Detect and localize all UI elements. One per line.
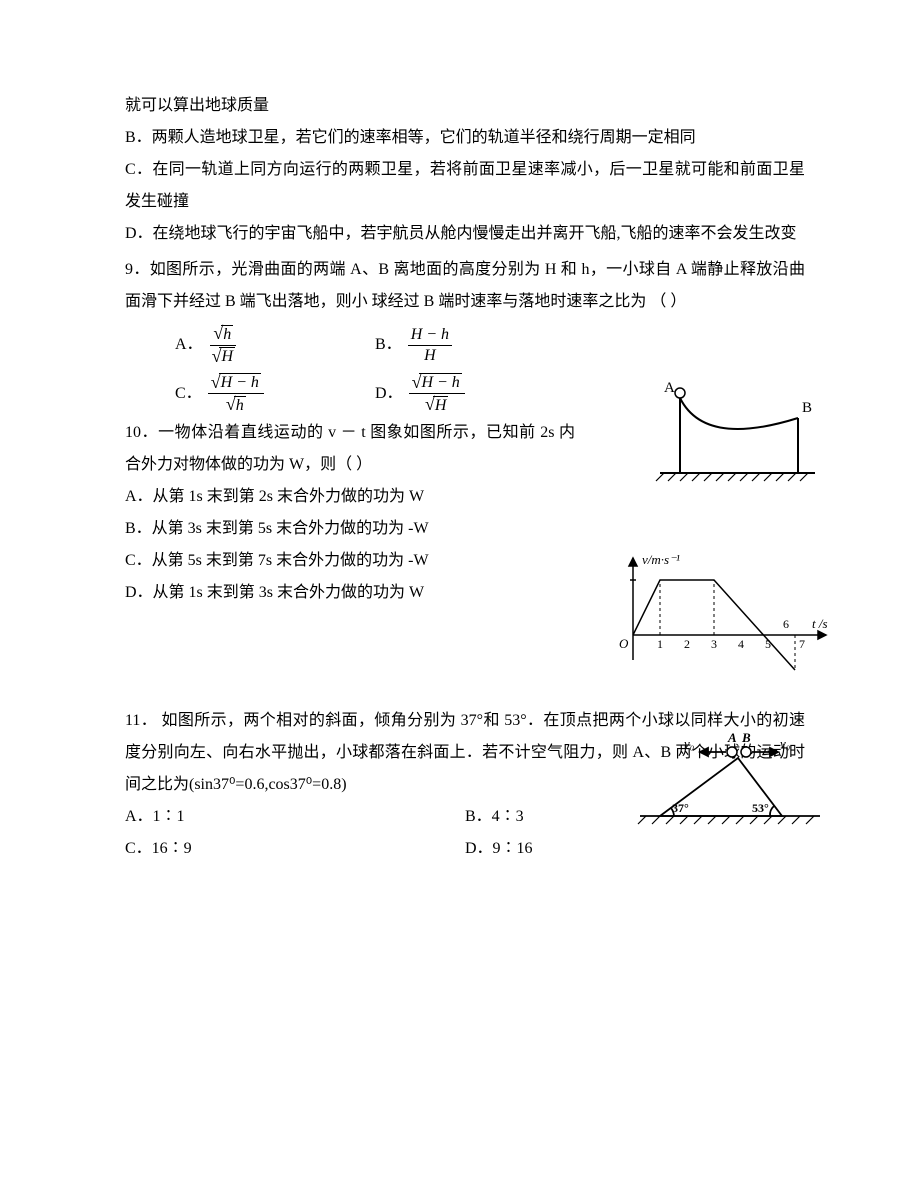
q9-frac-b: H − h H bbox=[408, 326, 452, 364]
q9-frac-c: √H − h √h bbox=[208, 373, 264, 416]
svg-text:B: B bbox=[741, 730, 751, 745]
q9-opt-a-label: A． bbox=[175, 329, 203, 361]
q9-option-b: B． H − h H bbox=[375, 324, 452, 367]
svg-text:53°: 53° bbox=[752, 801, 769, 815]
q8-option-b: B．两颗人造地球卫星，若它们的速率相等，它们的轨道半径和绕行周期一定相同 bbox=[125, 122, 805, 154]
svg-text:v/m·s⁻¹: v/m·s⁻¹ bbox=[642, 552, 680, 567]
q9-option-a: A． √h √H bbox=[175, 324, 375, 367]
svg-text:t /s: t /s bbox=[812, 616, 828, 631]
q9-frac-d: √H − h √H bbox=[409, 373, 465, 416]
q8-option-d: D．在绕地球飞行的宇宙飞船中，若宇航员从舱内慢慢走出并离开飞船,飞船的速率不会发… bbox=[125, 218, 805, 250]
svg-text:2: 2 bbox=[684, 637, 690, 651]
q9-option-c: C． √H − h √h bbox=[175, 373, 375, 416]
q9-options-row1: A． √h √H B． H − h H bbox=[125, 324, 805, 367]
q11-option-c: C．16∶9 bbox=[125, 833, 465, 865]
q10-option-b: B．从第 3s 末到第 5s 末合外力做的功为 -W bbox=[125, 513, 805, 545]
svg-text:A: A bbox=[727, 730, 737, 745]
q10-figure: v/m·s⁻¹ t /s O 1 2 3 4 5 6 7 bbox=[608, 550, 838, 692]
q9-opt-b-label: B． bbox=[375, 329, 402, 361]
svg-text:7: 7 bbox=[799, 637, 805, 651]
svg-text:37°: 37° bbox=[672, 801, 689, 815]
q11-option-a: A．1∶1 bbox=[125, 801, 465, 833]
svg-text:O: O bbox=[619, 636, 629, 651]
svg-text:5: 5 bbox=[765, 637, 771, 651]
q9-opt-c-label: C． bbox=[175, 378, 202, 410]
q9-opt-d-label: D． bbox=[375, 378, 403, 410]
svg-text:v₀: v₀ bbox=[684, 736, 694, 751]
svg-text:A: A bbox=[664, 380, 675, 396]
q9-frac-a: √h √H bbox=[209, 324, 238, 367]
q11-figure: A B v₀ v₀ 37° 53° bbox=[630, 730, 830, 842]
svg-text:3: 3 bbox=[711, 637, 717, 651]
svg-text:v₀: v₀ bbox=[780, 736, 790, 751]
q9-figure: A B bbox=[650, 378, 820, 500]
svg-text:6: 6 bbox=[783, 617, 789, 631]
q8-option-c: C．在同一轨道上同方向运行的两颗卫星，若将前面卫星速率减小，后一卫星就可能和前面… bbox=[125, 154, 805, 218]
svg-text:B: B bbox=[802, 400, 812, 416]
q9-stem: 9．如图所示，光滑曲面的两端 A、B 离地面的高度分别为 H 和 h，一小球自 … bbox=[125, 254, 805, 318]
q9-option-d: D． √H − h √H bbox=[375, 373, 465, 416]
svg-text:1: 1 bbox=[657, 637, 663, 651]
svg-text:4: 4 bbox=[738, 637, 744, 651]
q8-continuation: 就可以算出地球质量 bbox=[125, 90, 805, 122]
